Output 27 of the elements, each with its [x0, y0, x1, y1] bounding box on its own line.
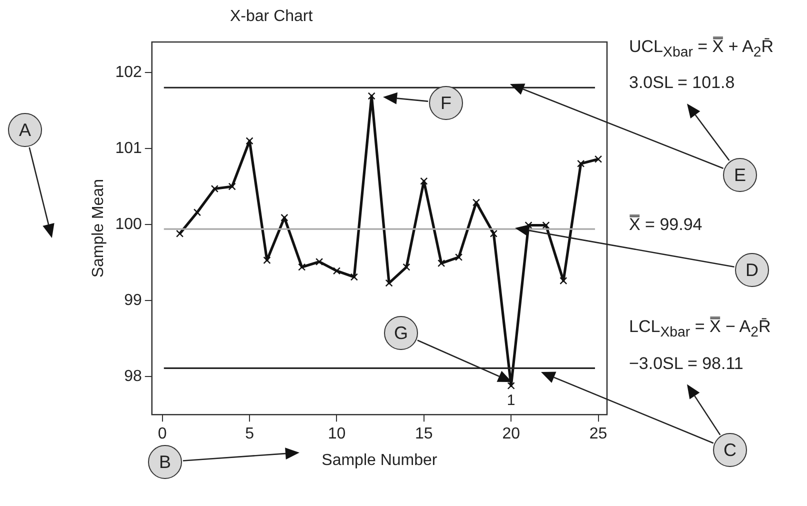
x-tick-label: 20	[502, 426, 520, 443]
y-tick-label: 100	[115, 216, 142, 233]
annotation: G	[394, 322, 408, 344]
x-axis-title: Sample Number	[322, 452, 438, 469]
y-tick-label: 101	[115, 140, 142, 157]
x-tick-label: 25	[589, 426, 608, 443]
text: UCL$_{Xbar}$ = X̿ + A$_{2}$R̄ 3.0SL = 101.8	[629, 36, 774, 92]
text: LCL$_{Xbar}$ = X̿ − A$_{2}$R̄ −3.0SL = 98.11	[629, 317, 771, 373]
annotation: F	[440, 92, 452, 114]
y-axis-title: Sample Mean	[90, 178, 108, 278]
x-tick-label: 10	[328, 426, 346, 443]
circle-badge: C	[713, 433, 747, 467]
x-tick-label: 15	[415, 426, 433, 443]
ref-line-label: X̿ = 99.94	[629, 214, 702, 236]
x-tick-label: 0	[158, 426, 167, 443]
y-tick-label: 99	[124, 292, 142, 309]
chart-title: X-bar Chart	[230, 8, 313, 26]
circle-badge: E	[723, 158, 757, 192]
circle-badge: F	[429, 86, 463, 120]
circle-badge: D	[735, 253, 769, 287]
annotation: 1	[506, 392, 516, 409]
x-tick-label: 5	[245, 426, 254, 443]
circle-badge: G	[384, 316, 418, 350]
y-tick-label: 102	[115, 64, 142, 81]
circle-badge: B	[148, 445, 182, 479]
y-tick-label: 98	[124, 368, 142, 385]
circle-badge: A	[8, 113, 42, 147]
